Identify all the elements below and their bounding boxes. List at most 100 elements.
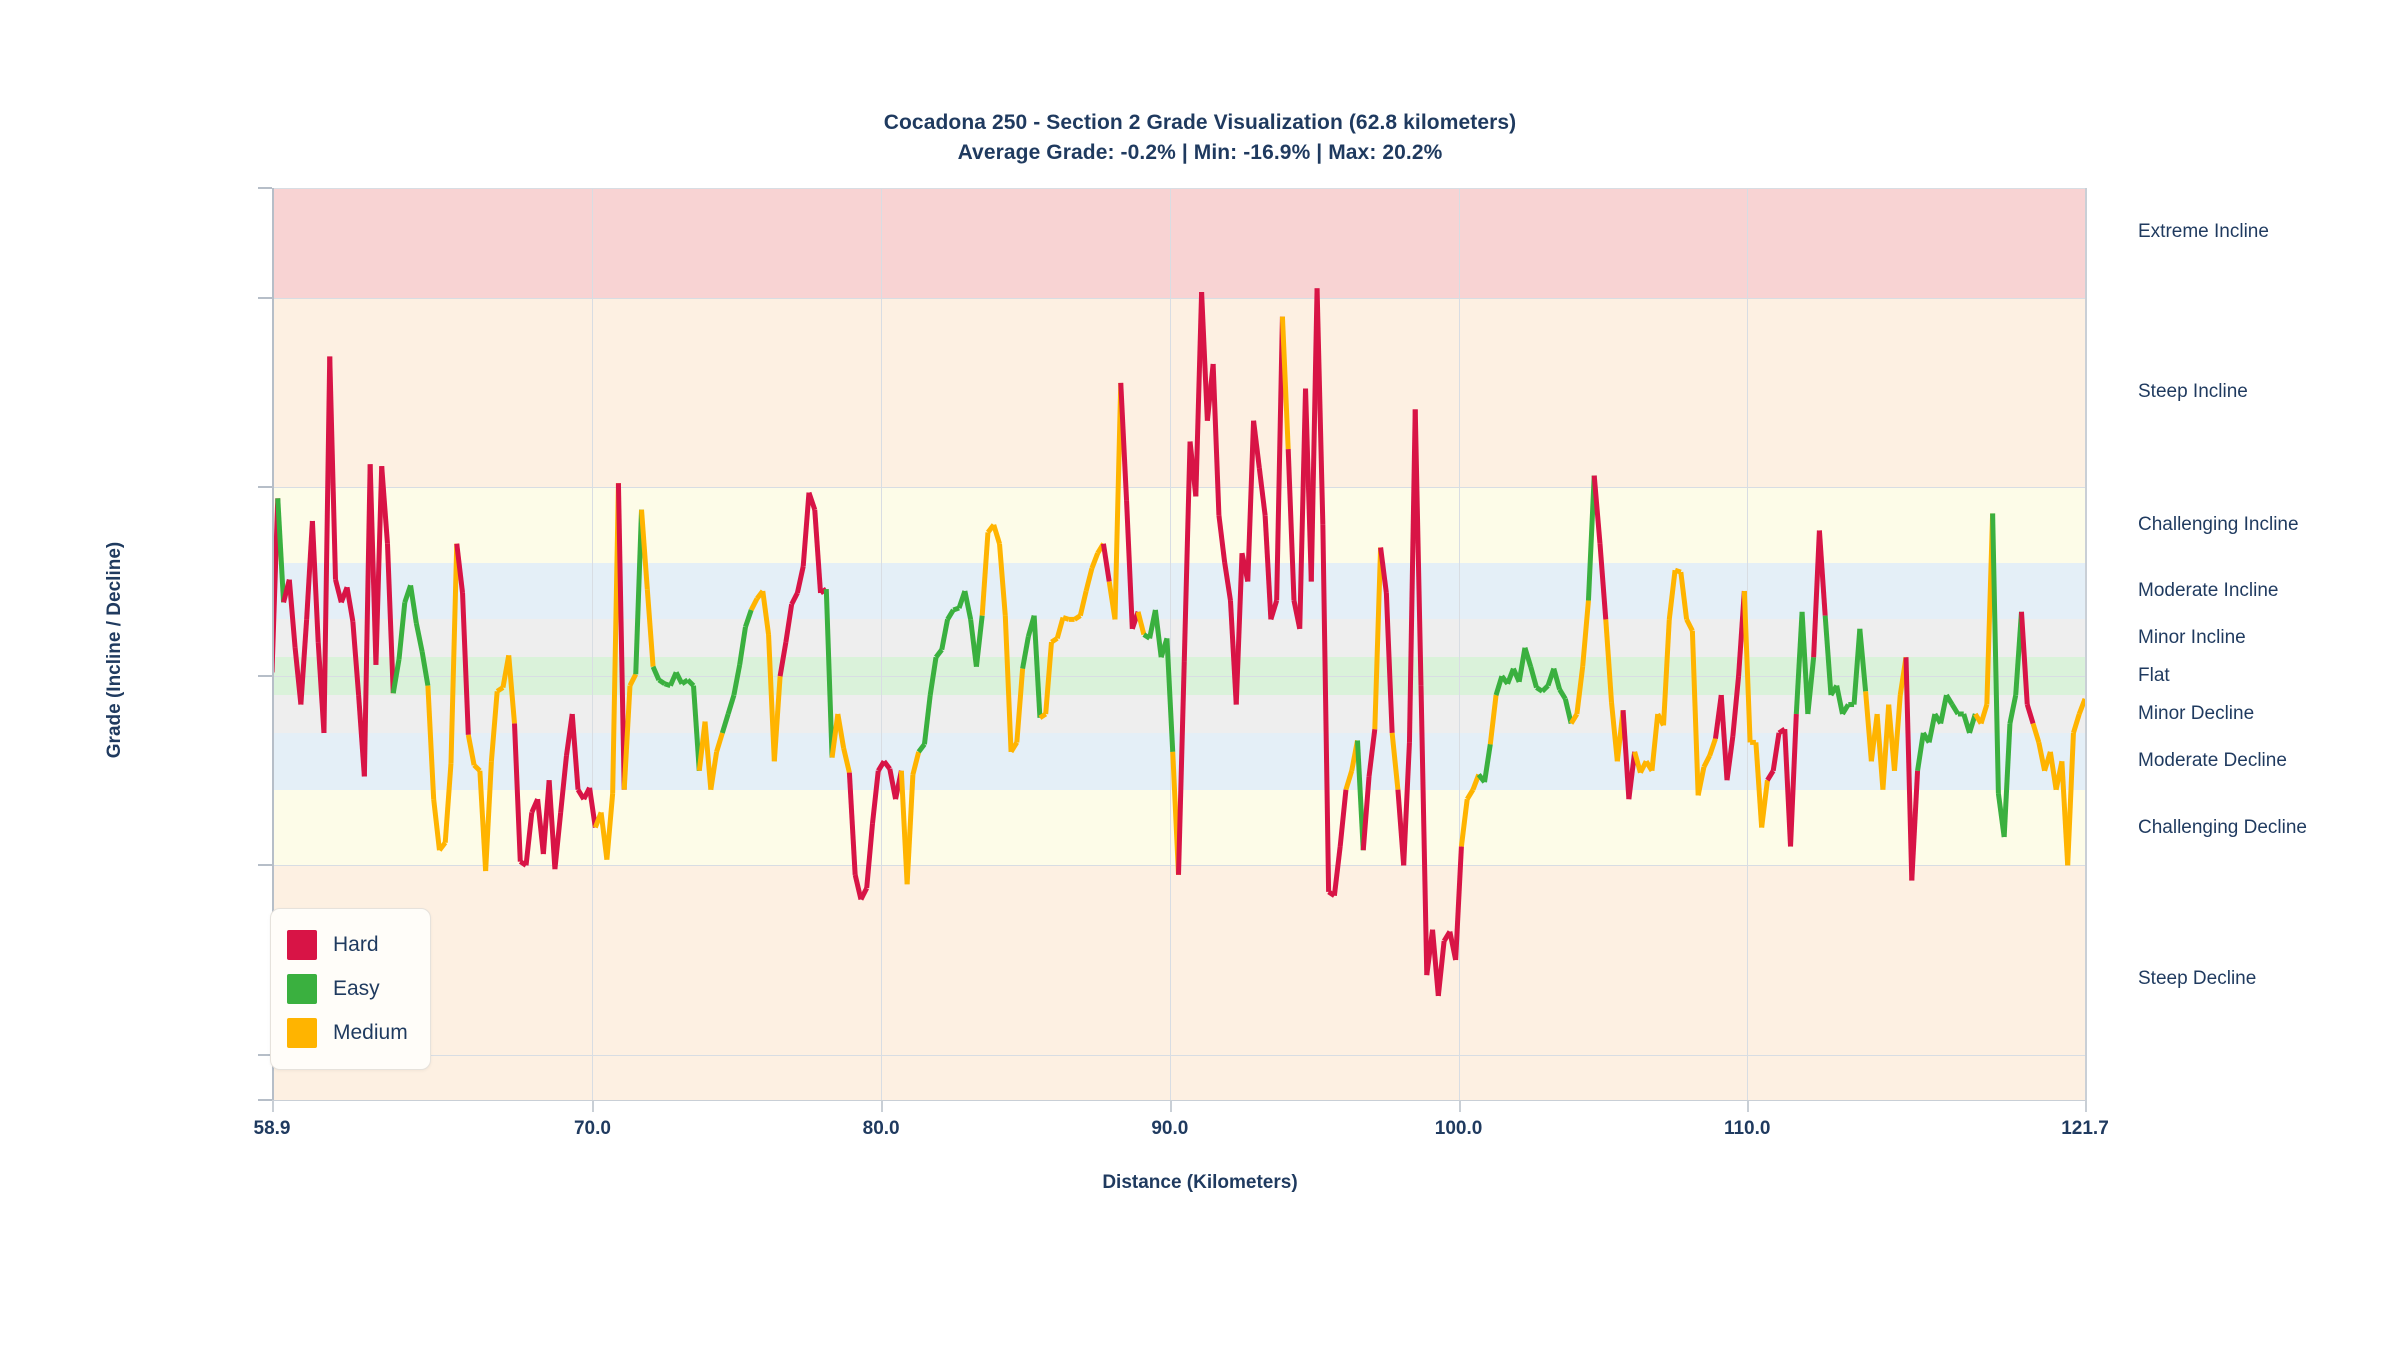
grade-segment [997,543,1008,616]
grade-segment [1591,475,1603,544]
grade-segment [882,759,892,771]
zone-label-moderate-incline: Moderate Incline [2138,580,2279,602]
grade-segment [1199,291,1210,421]
y-axis-tick-mark [258,187,272,189]
grade-segment [743,609,754,628]
grade-segment [512,723,523,862]
grade-segment [1020,635,1031,670]
grade-band-moderate-incline [272,562,2085,620]
grade-segment [952,605,960,613]
grade-segment [1083,567,1095,592]
grade-segment [1909,770,1921,881]
x-axis-tick-label: 121.7 [2061,1118,2109,1139]
grade-segment [1620,710,1632,800]
gridline-vertical [592,188,593,1100]
grade-band-steep-decline [272,865,2085,1100]
grade-band-steep-incline [272,297,2085,487]
grade-segment [714,732,725,753]
legend-item-hard[interactable]: Hard [287,923,408,967]
grade-segment [1661,619,1672,726]
zone-label-challenging-decline: Challenging Decline [2138,816,2307,838]
grade-segment [1274,316,1285,601]
grade-segment [725,694,737,715]
grade-segment [2007,694,2019,724]
grade-segment [1245,420,1257,582]
grade-segment [1684,618,1695,632]
grade-segment [1718,694,1730,781]
y-axis-tick-mark [258,485,272,488]
gridline-vertical [1459,188,1460,1100]
legend-item-easy[interactable]: Easy [287,967,408,1011]
grade-segment [1251,420,1262,469]
grade-segment [1008,741,1019,754]
x-axis-tick-mark [2085,1100,2087,1112]
gridline-vertical [881,188,882,1100]
grade-segment [309,520,321,643]
grade-segment [483,761,494,872]
grade-segment [1383,592,1395,734]
grade-segment [1765,769,1776,782]
grade-segment [1412,409,1424,686]
zone-label-challenging-incline: Challenging Incline [2138,513,2299,535]
grade-segment [1050,636,1059,645]
grade-segment [1689,630,1701,796]
grade-band-minor-incline [272,619,2085,658]
zone-label-extreme-incline: Extreme Incline [2138,220,2269,242]
grade-segment [1730,675,1742,737]
grade-segment [1216,515,1228,563]
grade-segment [690,685,702,771]
grade-segment [973,615,985,667]
grade-segment [465,734,477,766]
legend-label: Easy [333,977,380,1000]
grade-segment [633,509,645,675]
grade-segment [835,713,847,749]
grade-segment [506,655,517,724]
y-axis-tick-mark [258,675,272,678]
grade-segment [587,787,598,828]
legend-item-medium[interactable]: Medium [287,1011,408,1055]
y-axis-label: Grade (Incline / Decline) [104,541,125,759]
grade-segment [454,543,466,594]
x-axis-tick-mark [881,1100,883,1112]
grade-segment [1401,742,1412,866]
grade-segment [431,798,442,851]
grade-segment [650,665,662,681]
grade-segment [1816,530,1828,616]
grade-segment [1077,590,1089,617]
grade-segment [864,823,875,889]
grade-segment [523,812,535,866]
y-axis-line [272,188,274,1100]
x-axis-tick-label: 80.0 [862,1118,900,1139]
x-axis-tick-mark [272,1100,274,1112]
grade-segment [663,681,672,689]
grade-segment [639,509,650,590]
x-axis-tick-mark [1170,1100,1172,1112]
grade-band-challenging-incline [272,486,2085,563]
grade-segment [1002,615,1014,752]
grade-segment [390,658,402,694]
grade-segment [1597,543,1609,620]
grade-segment [657,677,666,686]
grade-segment [2001,723,2013,838]
grade-segment [552,812,564,870]
grade-segment [1181,441,1193,662]
grade-segment [327,356,339,580]
grade-segment [1378,547,1389,594]
legend-label: Medium [333,1021,408,1044]
plot-right-border [2085,188,2087,1100]
grade-segment [1535,685,1544,694]
grade-segment [1360,776,1372,851]
grade-segment [1903,657,1915,881]
grade-segment [962,590,974,620]
grade-segment [737,626,748,666]
grade-segment [1516,647,1528,683]
grade-segment [419,651,431,687]
grade-segment [783,603,795,643]
x-axis-tick-label: 58.9 [253,1118,291,1139]
grade-segment [495,685,505,694]
grade-segment [384,543,396,694]
grade-segment [2018,611,2030,705]
chart-legend[interactable]: Hard Easy Medium [270,908,431,1070]
grade-segment [1222,562,1233,601]
grade-segment [460,592,471,735]
